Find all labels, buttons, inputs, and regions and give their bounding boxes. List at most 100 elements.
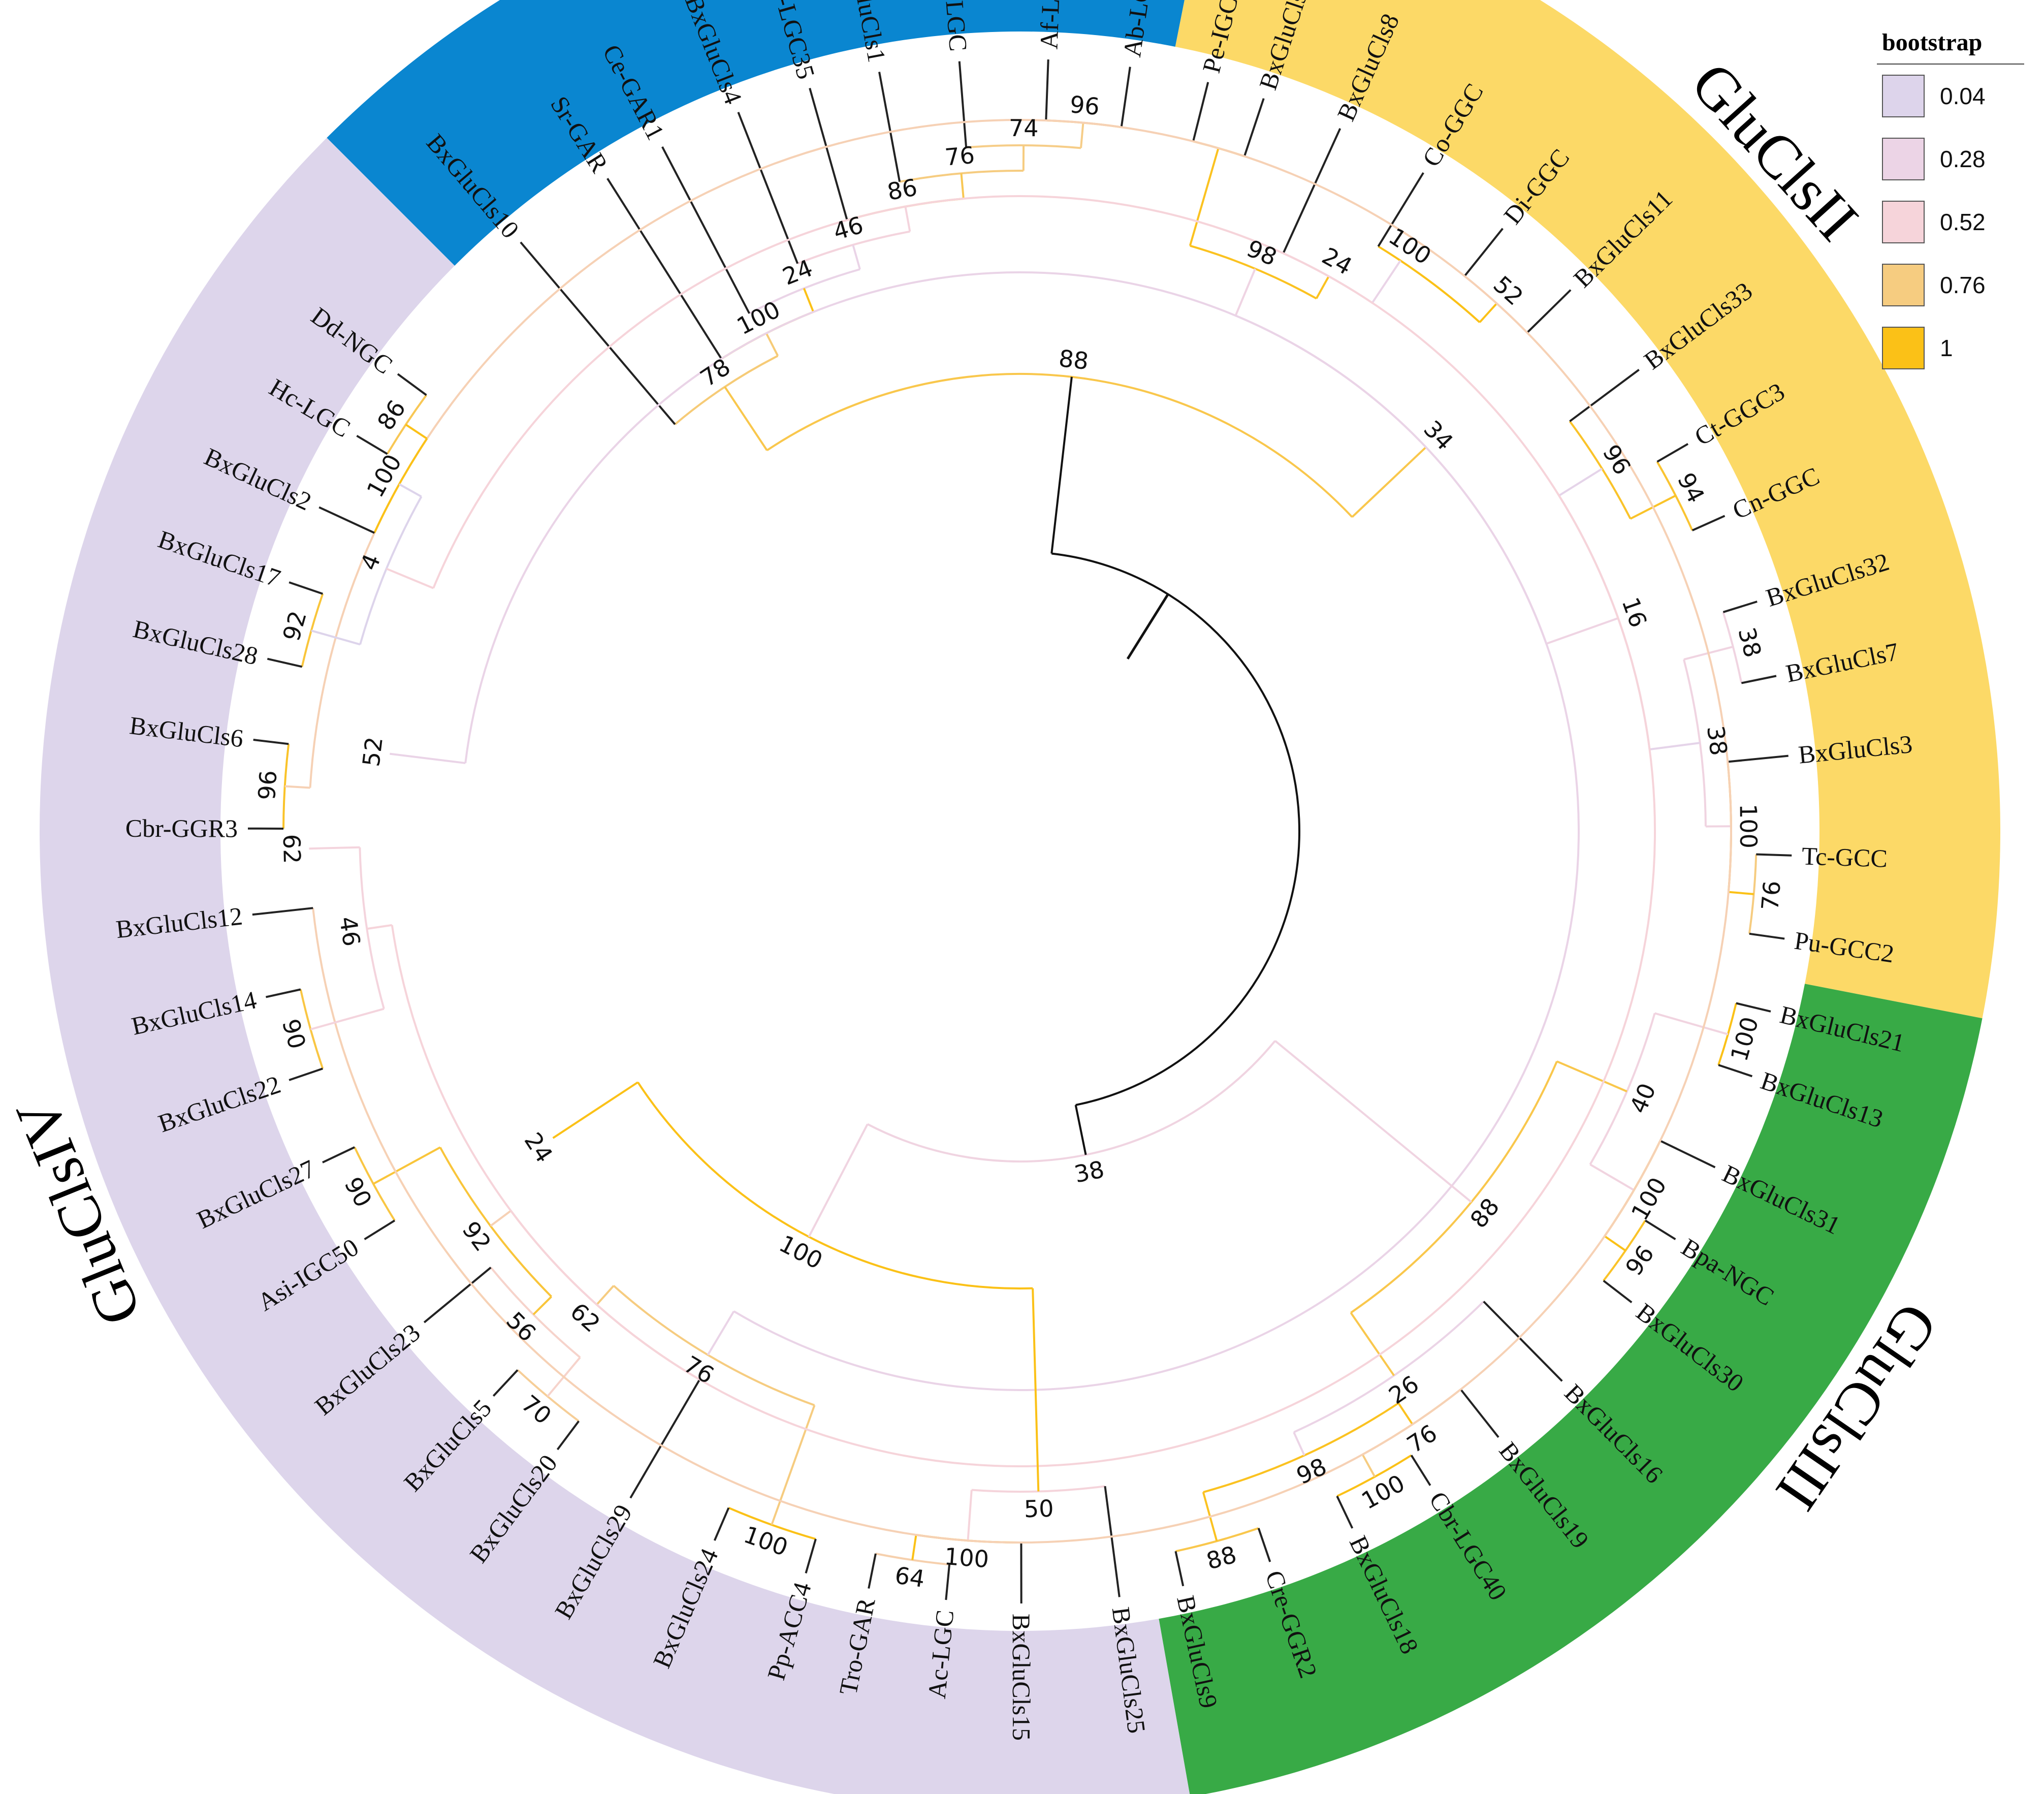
tree-branch [364, 1219, 396, 1240]
tree-branch [1569, 369, 1640, 422]
tree-branch [967, 1490, 973, 1541]
bootstrap-value: 88 [1203, 1540, 1239, 1575]
tree-branch [1556, 1060, 1627, 1092]
tree-branch [1603, 1280, 1633, 1304]
tree-branch [253, 739, 289, 745]
tree-branch [556, 1420, 580, 1451]
tree-branch [1649, 742, 1701, 750]
tree-branch [1410, 1455, 1431, 1486]
bootstrap-value: 16 [1616, 594, 1652, 631]
legend-label: 0.04 [1940, 83, 1986, 109]
legend-item: 0.04 [1877, 65, 2024, 128]
tree-branch [386, 568, 434, 589]
tree-branch [904, 206, 911, 232]
tree-branch [1315, 275, 1330, 299]
tree-branch [1718, 1064, 1753, 1078]
tree-branch [1243, 98, 1265, 157]
tree-branch [808, 1123, 869, 1238]
tree-branch-arc [464, 271, 1580, 1392]
tree-branch [318, 506, 375, 534]
tree-branch [397, 373, 427, 396]
tree-branch [1460, 1389, 1499, 1438]
tree-branch-arc [1378, 245, 1481, 323]
tree-branch [911, 1534, 917, 1560]
tree-branch [713, 1507, 730, 1541]
tree-branch [1104, 1486, 1121, 1597]
tree-branch [661, 146, 750, 314]
tree-branch [629, 1379, 701, 1499]
bootstrap-value: 96 [1620, 1240, 1659, 1280]
legend-label: 0.28 [1940, 146, 1986, 172]
tree-branch [398, 483, 422, 498]
tree-branch [289, 1067, 324, 1081]
bootstrap-value: 88 [1058, 344, 1090, 375]
tree-branch [311, 630, 361, 646]
tree-branch [1192, 82, 1209, 142]
bootstrap-value: 62 [565, 1298, 605, 1338]
bootstrap-value: 96 [253, 770, 282, 801]
tree-branch [1293, 1432, 1305, 1456]
tree-branch-arc [867, 1040, 1276, 1162]
bootstrap-value: 38 [1702, 724, 1733, 757]
tree-branch [405, 424, 428, 439]
tree-branch [310, 1008, 385, 1030]
tree-branch [266, 988, 301, 998]
bootstrap-value: 52 [1488, 270, 1529, 310]
leaf-label: Cbr-GGR3 [125, 814, 238, 843]
bootstrap-value: 92 [457, 1216, 496, 1256]
tree-branch [1234, 268, 1256, 316]
tree-branch [960, 173, 965, 199]
tree-branch [1728, 754, 1788, 763]
legend-item: 0.76 [1877, 254, 2024, 317]
tree-branch-arc [354, 1147, 396, 1221]
tree-branch [1654, 1012, 1729, 1035]
tree-branch [372, 1146, 441, 1185]
tree-branch [1644, 1219, 1676, 1240]
legend-swatch [1882, 75, 1925, 117]
bootstrap-value: 88 [1464, 1193, 1505, 1234]
tree-branch [1558, 467, 1603, 497]
tree-branch [1546, 617, 1619, 645]
tree-branch [1604, 1235, 1626, 1252]
legend-label: 0.76 [1940, 272, 1986, 298]
legend-swatch [1882, 327, 1925, 369]
bootstrap-value: 26 [1384, 1370, 1424, 1410]
bootstrap-value: 38 [1733, 624, 1767, 660]
bootstrap-value: 100 [1735, 804, 1763, 848]
bootstrap-value: 100 [1384, 223, 1436, 270]
tree-branch [803, 288, 815, 312]
legend-label: 1 [1940, 335, 1953, 361]
tree-branch [737, 112, 799, 264]
tree-branch [1120, 67, 1131, 128]
bootstrap-value: 46 [334, 915, 366, 948]
tree-branch-arc [728, 1506, 816, 1540]
bootstrap-value: 90 [339, 1173, 377, 1212]
tree-branch [1274, 1040, 1472, 1203]
tree-branch [532, 1296, 552, 1315]
clade-band-gluclsii [1175, 0, 2000, 1019]
bootstrap-value: 38 [1072, 1155, 1106, 1188]
tree-branch [366, 924, 393, 930]
bootstrap-value: 4 [355, 550, 386, 575]
tree-branch [1656, 443, 1689, 463]
bootstrap-value: 24 [1318, 242, 1357, 280]
tree-branch-arc [1569, 421, 1632, 519]
clade-bands [40, 0, 2000, 1794]
tree-branch [1371, 260, 1401, 304]
tree-branch-arc [1051, 552, 1300, 1106]
clade-band-gluclsiv [40, 138, 1190, 1794]
bootstrap-value: 100 [740, 1521, 791, 1561]
tree-branch [1397, 1402, 1414, 1425]
tree-branch [805, 1538, 817, 1573]
bootstrap-value: 86 [372, 395, 411, 435]
bootstrap-value: 52 [357, 735, 388, 768]
tree-branch [1045, 59, 1049, 121]
tree-branch [490, 1210, 512, 1227]
tree-branch [552, 1081, 638, 1139]
legend-swatch [1882, 264, 1925, 306]
tree-branch [1174, 1551, 1185, 1587]
tree-branch [322, 1146, 356, 1163]
tree-branch [1336, 1495, 1354, 1529]
legend-item: 0.28 [1877, 128, 2024, 191]
bootstrap-value: 86 [885, 173, 919, 206]
